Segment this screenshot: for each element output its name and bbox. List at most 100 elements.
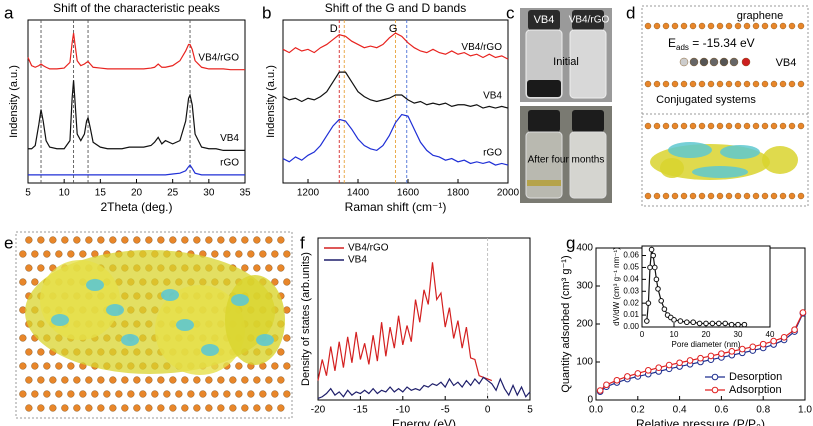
x-tick-label: 10 — [59, 188, 71, 199]
atom — [797, 22, 805, 30]
x-tick-label: 30 — [203, 188, 215, 199]
atom — [67, 250, 75, 258]
atom — [734, 80, 742, 88]
atom — [79, 390, 87, 398]
atom — [223, 390, 231, 398]
series-line — [317, 262, 493, 382]
panel-label: e — [4, 233, 13, 252]
atom — [61, 404, 69, 412]
atom — [761, 122, 769, 130]
series-label: VB4/rGO — [461, 42, 502, 53]
x-tick-label: 0.6 — [714, 405, 728, 416]
atom — [689, 122, 697, 130]
x-tick-label: 1400 — [347, 188, 370, 199]
atom — [31, 362, 39, 370]
atom — [662, 80, 670, 88]
atom — [73, 236, 81, 244]
atom — [145, 236, 153, 244]
atom — [121, 376, 129, 384]
series-line — [28, 164, 245, 176]
data-point — [676, 359, 683, 367]
atom — [229, 236, 237, 244]
data-point — [741, 321, 748, 328]
atom — [31, 250, 39, 258]
x-tick-label: 30 — [734, 330, 743, 339]
atom — [779, 122, 787, 130]
atom — [779, 22, 787, 30]
atom — [671, 22, 679, 30]
atom — [779, 192, 787, 200]
panel-label: c — [506, 3, 515, 22]
atom — [265, 404, 273, 412]
atom — [779, 80, 787, 88]
data-point — [655, 286, 661, 292]
atom — [653, 22, 661, 30]
atom — [217, 236, 225, 244]
photo-label: VB4/rGO — [569, 15, 610, 26]
atom — [734, 22, 742, 30]
atom — [283, 334, 291, 342]
x-axis-label: 2Theta (deg.) — [100, 200, 172, 214]
data-point — [634, 370, 642, 377]
annotation: G — [389, 23, 398, 35]
atom — [97, 376, 105, 384]
data-point — [735, 321, 741, 328]
atom — [67, 390, 75, 398]
atom — [19, 278, 27, 286]
data-point — [686, 357, 694, 364]
atom — [283, 390, 291, 398]
atom — [752, 122, 760, 130]
x-tick-label: 40 — [766, 330, 775, 339]
x-tick-label: 10 — [670, 330, 679, 339]
data-point — [671, 317, 677, 323]
atom — [97, 236, 105, 244]
atom — [725, 122, 733, 130]
x-tick-label: 25 — [167, 188, 179, 199]
atom — [55, 362, 63, 370]
data-point — [718, 350, 725, 357]
x-tick-label: -20 — [311, 405, 326, 416]
data-point — [648, 246, 655, 253]
atom — [770, 192, 778, 200]
x-axis-label: Relative pressure (P/P₀) — [636, 417, 765, 426]
atom — [133, 376, 141, 384]
atom — [662, 22, 670, 30]
atom — [741, 57, 751, 67]
atom — [169, 376, 177, 384]
atom — [85, 236, 93, 244]
atom — [283, 278, 291, 286]
atom — [797, 192, 805, 200]
atom — [644, 80, 652, 88]
data-point — [644, 367, 652, 374]
x-tick-label: 0.8 — [756, 405, 770, 416]
charge-blob — [51, 314, 69, 326]
x-tick-label: 1200 — [297, 188, 320, 199]
atom — [199, 390, 207, 398]
data-point — [677, 318, 684, 324]
x-axis-label: Raman shift (cm⁻¹) — [345, 200, 447, 214]
atom — [716, 192, 724, 200]
photo-caption: After four months — [528, 155, 605, 166]
atom — [725, 22, 733, 30]
atom — [127, 390, 135, 398]
charge-blob — [155, 285, 245, 375]
y-tick-label: 0.00 — [623, 322, 639, 331]
y-axis-label: Indensity (a.u.) — [265, 65, 277, 138]
atom — [229, 404, 237, 412]
series-line — [282, 71, 509, 109]
atom — [725, 192, 733, 200]
x-axis-label: Energy (eV) — [392, 417, 456, 426]
atom — [689, 57, 699, 67]
atom — [79, 250, 87, 258]
atom — [25, 264, 33, 272]
atom — [205, 404, 213, 412]
atom — [25, 376, 33, 384]
atom — [235, 362, 243, 370]
atom — [271, 278, 279, 286]
y-tick-label: 0.04 — [623, 274, 639, 283]
atom — [205, 376, 213, 384]
atom — [679, 57, 689, 67]
atom — [61, 376, 69, 384]
atom — [271, 362, 279, 370]
atom — [277, 376, 285, 384]
